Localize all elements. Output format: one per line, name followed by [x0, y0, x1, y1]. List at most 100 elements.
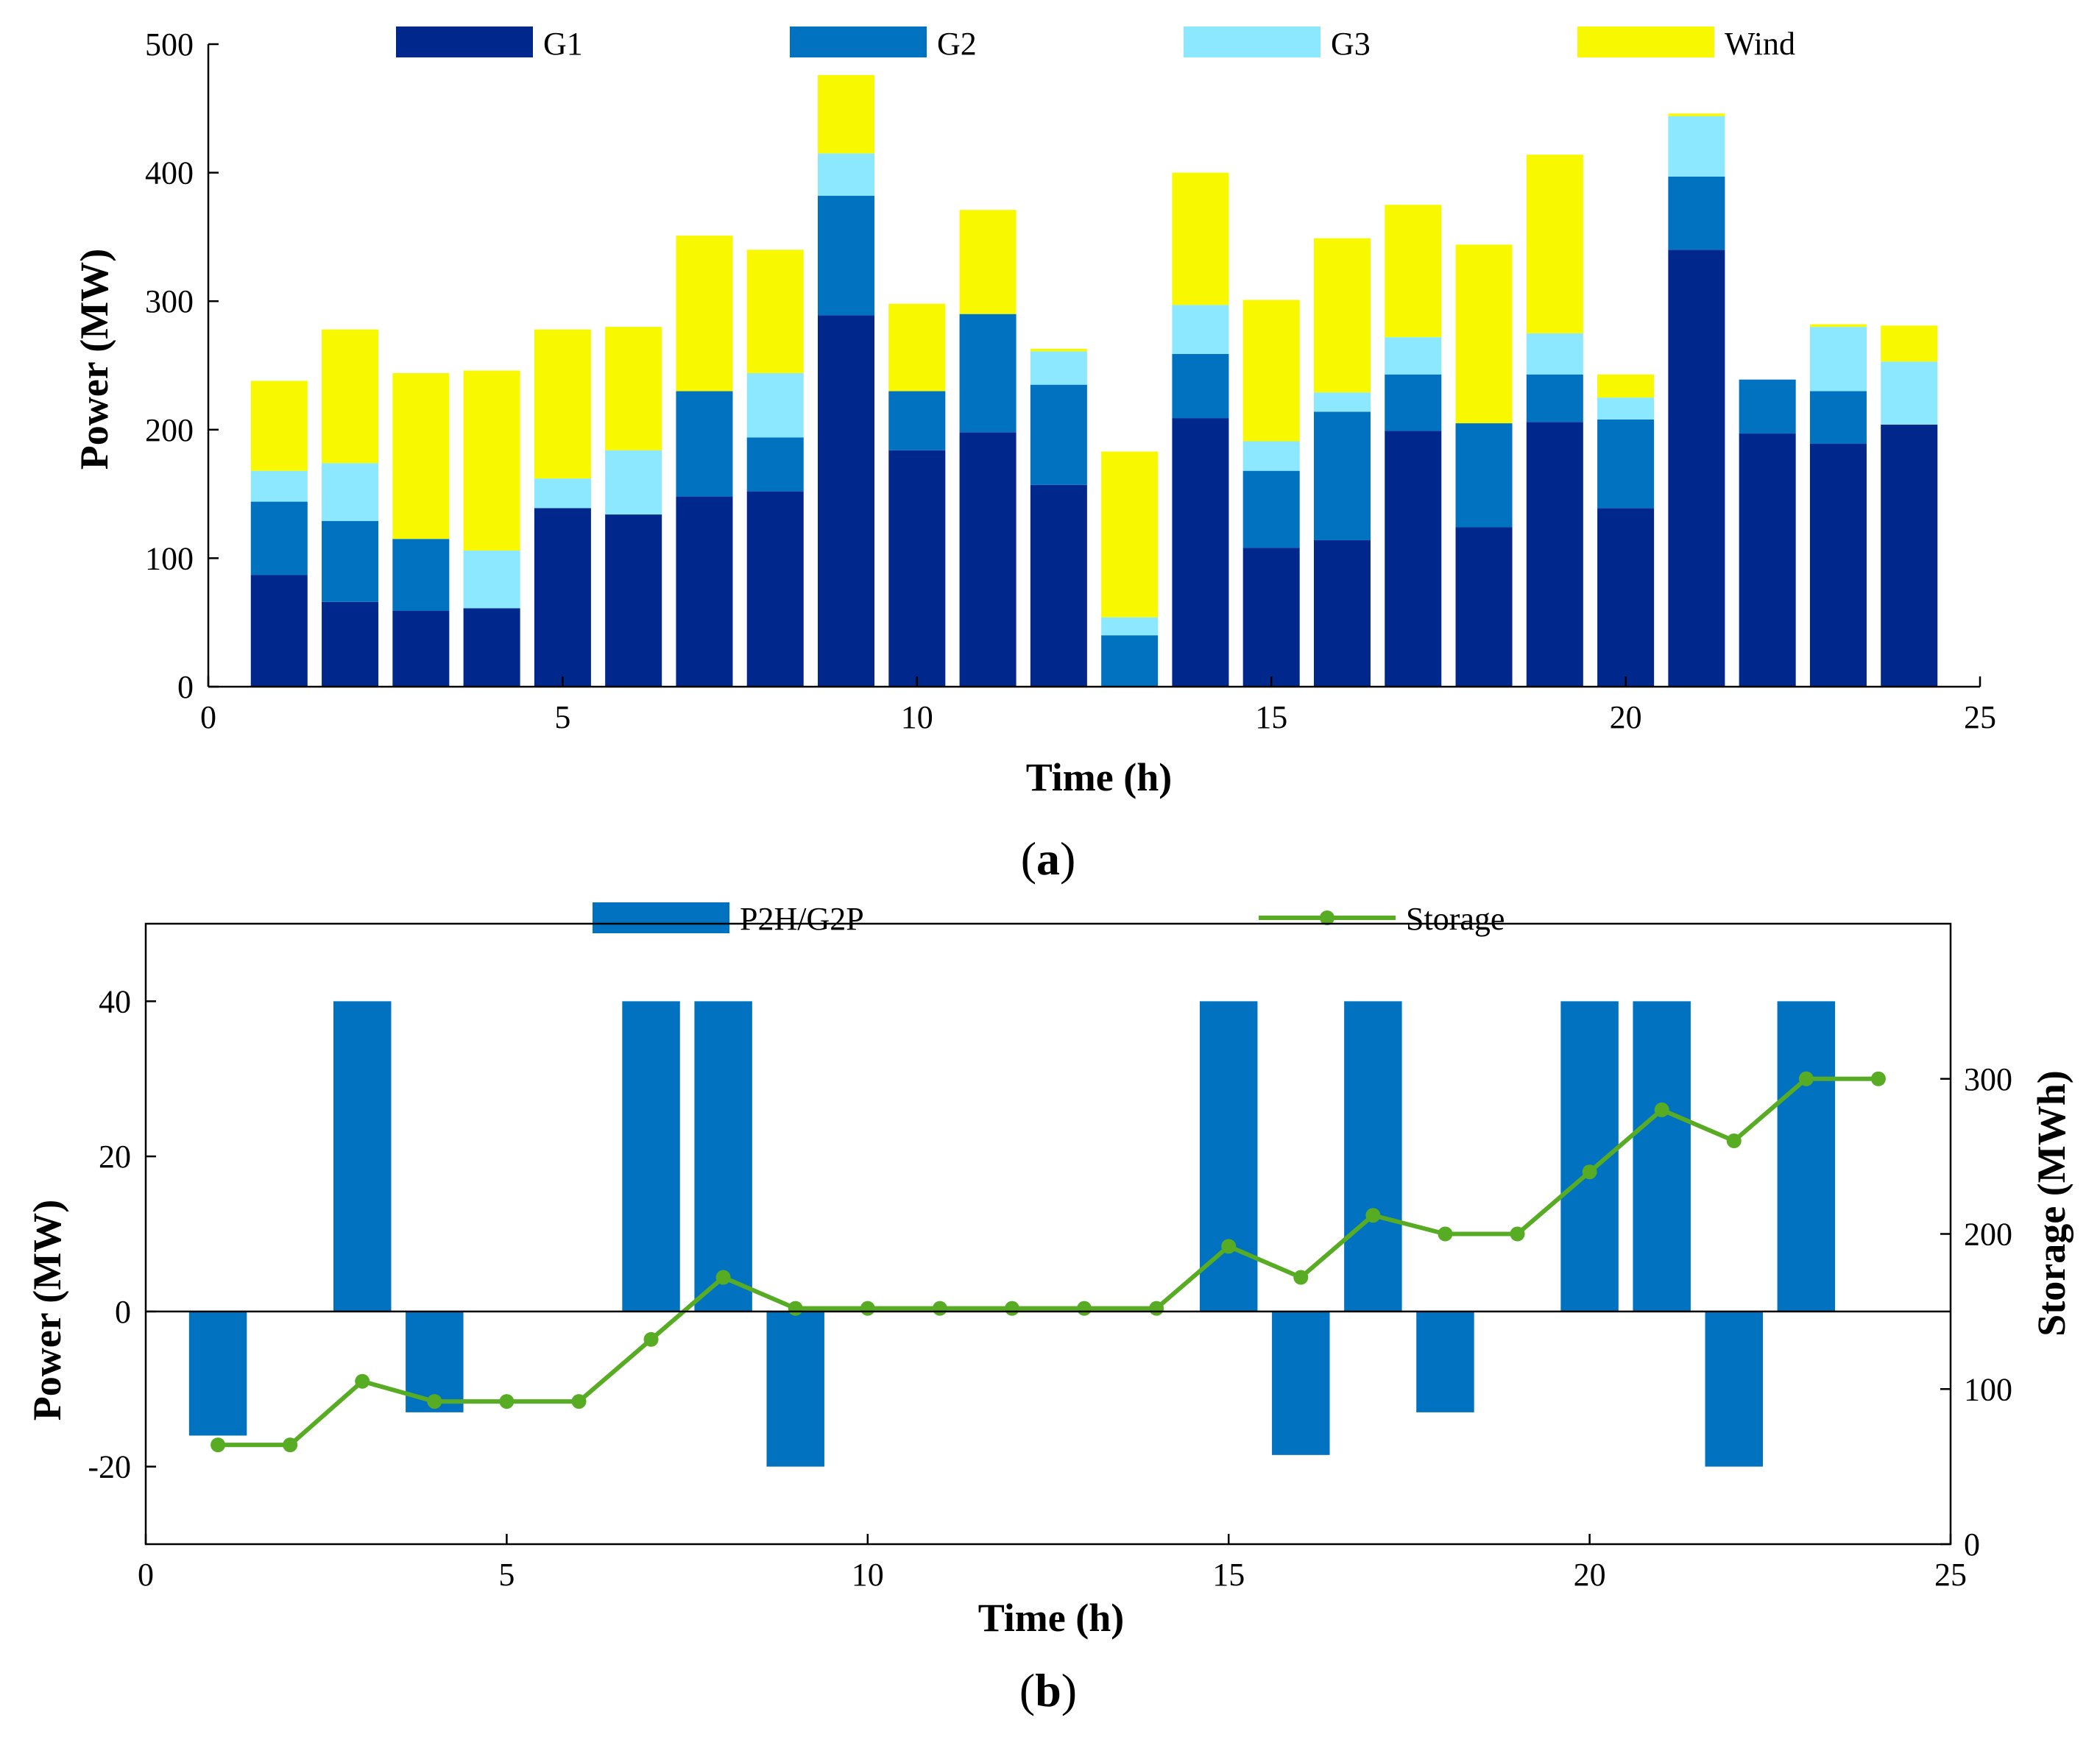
storage-point-h19 — [1510, 1226, 1525, 1242]
storage-point-h13 — [1077, 1301, 1092, 1316]
panel-a-label-letter: a — [1036, 832, 1060, 885]
storage-point-h24 — [1870, 1071, 1886, 1086]
storage-point-h15 — [1221, 1239, 1237, 1254]
panel-b-xtick-label: 25 — [1934, 1557, 1967, 1593]
panel-b-label-close: ) — [1061, 1664, 1077, 1716]
storage-point-h22 — [1726, 1133, 1742, 1149]
storage-line-path — [218, 1076, 1878, 1448]
storage-point-h4 — [427, 1394, 442, 1409]
bar-g2-h19 — [1526, 374, 1583, 422]
bar-g1-h3 — [392, 610, 450, 687]
storage-point-h2 — [283, 1437, 298, 1453]
panel-a-ytick-label: 300 — [145, 283, 194, 319]
bar-g1-h12 — [1030, 484, 1087, 687]
bar-g2-h11 — [959, 314, 1017, 433]
bar-g2-h9 — [818, 196, 875, 316]
bar-p2h-g2p-h23 — [1777, 1001, 1836, 1312]
panel-a-axes: 0 5 10 15 20 25 0 100 200 300 400 500 — [145, 26, 1996, 735]
bar-g2-h14 — [1172, 353, 1229, 419]
bar-p2h-g2p-h16 — [1272, 1311, 1330, 1455]
panel-b-legend: P2H/G2P Storage — [593, 901, 1505, 937]
bar-wind-h23 — [1809, 324, 1867, 328]
panel-a-xtick-label: 15 — [1255, 699, 1287, 735]
bar-g3-h1 — [250, 470, 308, 502]
bar-g1-h4 — [463, 608, 520, 687]
bar-g1-h1 — [250, 575, 308, 687]
storage-point-h23 — [1798, 1071, 1814, 1086]
bar-wind-h17 — [1385, 205, 1442, 338]
bar-g2-h2 — [322, 520, 379, 602]
bar-g1-h24 — [1881, 424, 1938, 687]
legend-swatch-wind — [1577, 26, 1714, 57]
bar-wind-h10 — [888, 303, 946, 392]
panel-b-xtick-label: 0 — [138, 1557, 154, 1593]
bar-g1-h20 — [1597, 508, 1655, 687]
panel-a-xlabel: Time (h) — [1026, 755, 1173, 799]
bar-p2h-g2p-h17 — [1344, 1001, 1402, 1312]
bar-wind-h11 — [959, 210, 1017, 314]
bar-g2-h20 — [1597, 419, 1655, 509]
bar-g1-h14 — [1172, 418, 1229, 687]
bar-g2-h17 — [1385, 374, 1442, 431]
bar-p2h-g2p-h7 — [622, 1001, 680, 1312]
panel-b-xtick-label: 20 — [1574, 1557, 1606, 1593]
bar-g1-h8 — [746, 491, 804, 687]
bar-g2-h18 — [1455, 423, 1513, 528]
bar-g3-h13 — [1101, 617, 1159, 636]
bar-g1-h17 — [1385, 431, 1442, 687]
bar-g1-h22 — [1739, 434, 1796, 687]
legend-label-g2: G2 — [937, 26, 977, 62]
bar-wind-h1 — [250, 381, 308, 471]
storage-point-h18 — [1438, 1226, 1453, 1242]
panel-b-ylabel: Power (MW) — [25, 1200, 69, 1421]
bar-wind-h8 — [746, 250, 804, 373]
panel-b-y2tick-label: 200 — [1964, 1217, 2012, 1253]
bar-wind-h20 — [1597, 374, 1655, 398]
bar-g1-h7 — [676, 496, 733, 687]
bar-g1-h9 — [818, 315, 875, 687]
storage-point-h1 — [211, 1437, 226, 1453]
storage-point-h14 — [1149, 1301, 1164, 1316]
bar-p2h-g2p-h3 — [333, 1001, 392, 1312]
bar-g1-h16 — [1313, 540, 1371, 687]
panel-a-xtick-label: 25 — [1964, 699, 1996, 735]
bar-g3-h2 — [322, 463, 379, 521]
storage-point-h5 — [499, 1394, 515, 1409]
storage-point-h10 — [860, 1301, 875, 1316]
bar-g3-h16 — [1313, 392, 1371, 412]
panel-b-ytick-label: -20 — [88, 1449, 131, 1485]
bar-wind-h7 — [676, 236, 733, 392]
panel-a-ytick-label: 200 — [145, 412, 194, 448]
bar-g2-h7 — [676, 391, 733, 497]
bar-g3-h8 — [746, 372, 804, 438]
legend-label-storage: Storage — [1406, 901, 1505, 937]
legend-swatch-g1 — [396, 26, 533, 57]
bar-g1-h6 — [605, 514, 662, 687]
bar-wind-h16 — [1313, 238, 1371, 393]
bar-wind-h18 — [1455, 244, 1513, 424]
bar-p2h-g2p-h15 — [1199, 1001, 1258, 1312]
bar-wind-h15 — [1242, 300, 1300, 442]
bar-g3-h21 — [1668, 116, 1725, 177]
panel-b-label: (b) — [1019, 1664, 1077, 1716]
bar-wind-h21 — [1668, 113, 1725, 116]
panel-b-ytick-label: 20 — [99, 1139, 131, 1175]
bar-p2h-g2p-h9 — [766, 1311, 824, 1467]
bar-g1-h10 — [888, 450, 946, 687]
legend-swatch-p2h-g2p — [593, 902, 729, 933]
bar-g2-h16 — [1313, 411, 1371, 540]
bar-g1-h11 — [959, 432, 1017, 687]
bar-g2-h10 — [888, 391, 946, 450]
bar-wind-h3 — [392, 372, 450, 540]
storage-point-h9 — [788, 1301, 803, 1316]
storage-point-h16 — [1293, 1270, 1309, 1285]
panel-b-bars — [188, 1001, 1836, 1467]
panel-b-ytick-label: 40 — [99, 983, 131, 1019]
bar-g1-h15 — [1242, 548, 1300, 687]
panel-b-chart: P2H/G2P Storage 0 5 10 15 20 25 -20 0 20 40 0 100 200… — [25, 901, 2074, 1716]
panel-a-xtick-label: 10 — [901, 699, 933, 735]
storage-point-h20 — [1582, 1164, 1597, 1180]
bar-g1-h19 — [1526, 422, 1583, 687]
bar-g2-h23 — [1809, 391, 1867, 445]
